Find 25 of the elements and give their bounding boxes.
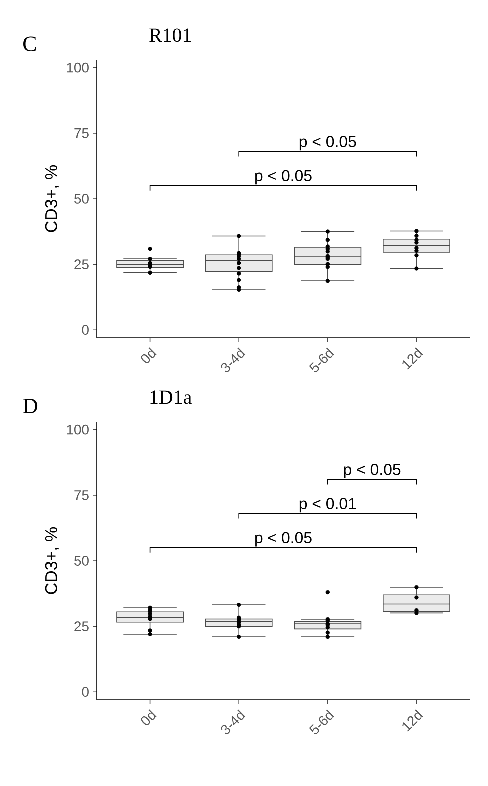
x-tick-label: 0d [141, 710, 157, 726]
y-axis-title: CD3+, % [45, 166, 60, 232]
y-tick-label: 50 [74, 194, 89, 204]
annotation: p < 0.05 [300, 136, 356, 151]
y-tick-label: 75 [74, 490, 89, 500]
text: C [24, 36, 36, 52]
y-tick-label: 100 [67, 424, 89, 435]
x-tick-label: 0d [141, 348, 157, 364]
y-tick-label: 50 [74, 556, 89, 566]
chart-title: R101 [150, 28, 191, 42]
y-axis-title: CD3+, % [45, 528, 60, 594]
y-tick-label: 0 [82, 325, 89, 336]
annotation: p < 0.05 [344, 464, 401, 478]
y-tick-label: 25 [74, 260, 89, 270]
y-tick-label: 75 [74, 128, 89, 138]
y-tick-label: 25 [74, 622, 89, 632]
annotation: p < 0.01 [300, 498, 356, 513]
annotation: p < 0.05 [256, 170, 312, 185]
x-tick-label: 12d [402, 710, 424, 732]
text: D [23, 399, 38, 414]
x-tick-label: 12d [402, 348, 424, 370]
y-tick-label: 100 [67, 62, 89, 73]
chart-title: 1D1a [150, 390, 192, 404]
y-tick-label: 0 [82, 687, 89, 698]
annotation: p < 0.05 [256, 532, 312, 547]
